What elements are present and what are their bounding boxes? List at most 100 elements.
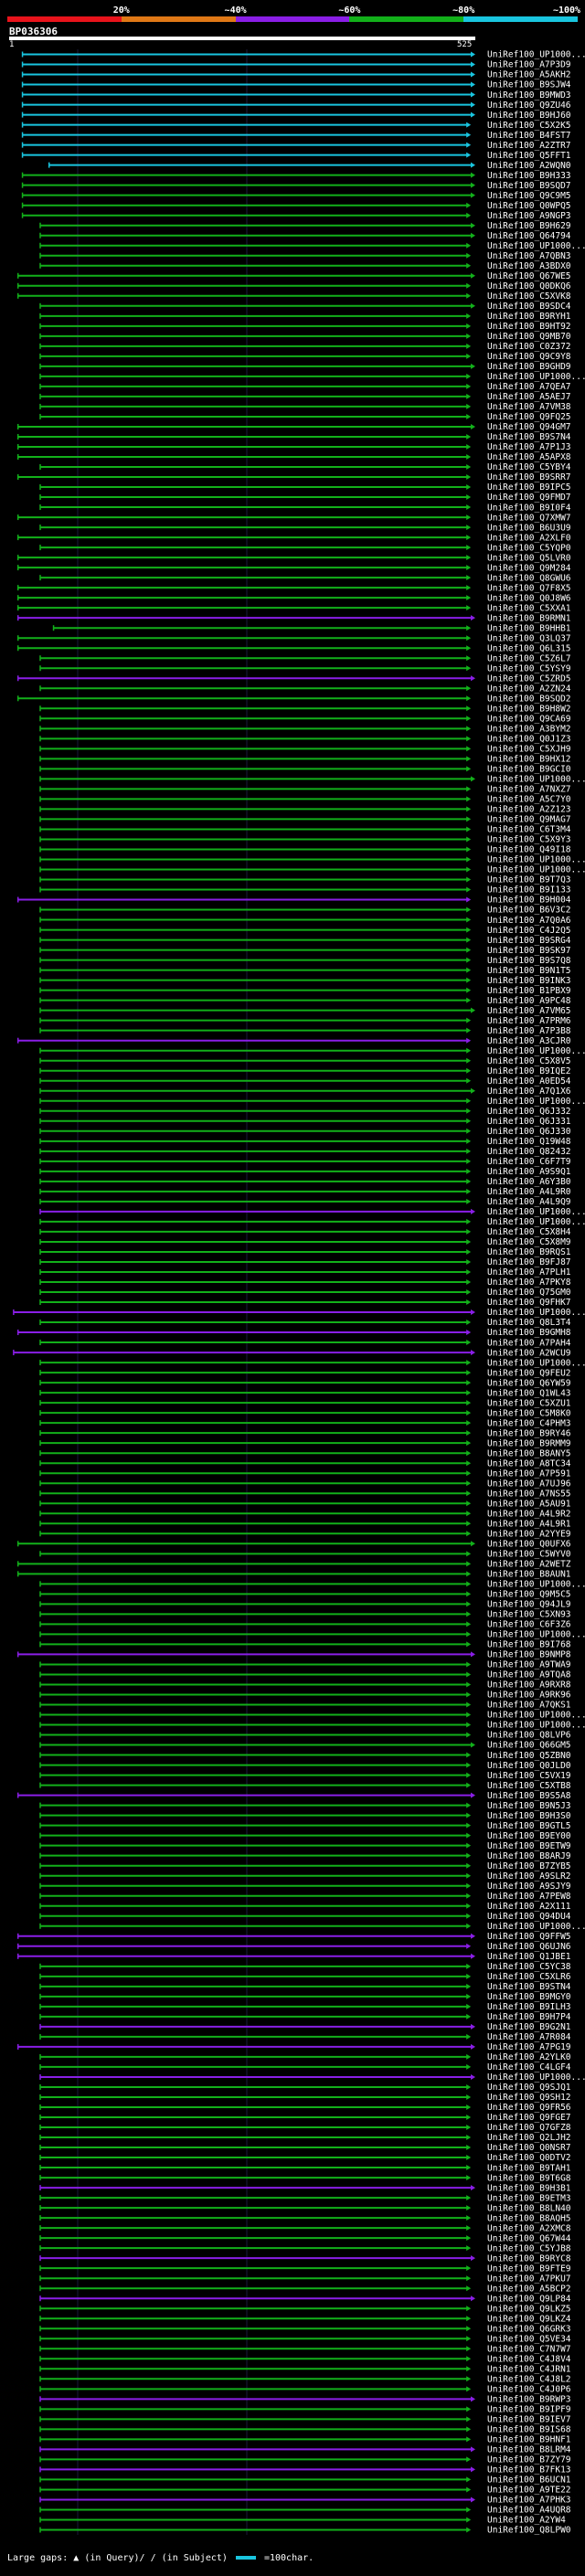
hit-row[interactable]: UniRef100_Q0NSR7 xyxy=(39,2143,571,2153)
hit-row[interactable]: UniRef100_Q66GM5 xyxy=(39,1741,571,1751)
hit-row[interactable]: UniRef100_Q49I18 xyxy=(39,845,571,855)
hit-row[interactable]: UniRef100_B9RQS1 xyxy=(39,1247,571,1257)
hit-row[interactable]: UniRef100_B4FST7 xyxy=(21,131,571,141)
hit-row[interactable]: UniRef100_B9RMM9 xyxy=(39,1438,571,1448)
hit-row[interactable]: UniRef100_Q9FGE7 xyxy=(39,2113,571,2123)
hit-label[interactable]: UniRef100_A9TQA8 xyxy=(487,1670,571,1680)
hit-label[interactable]: UniRef100_Q5ZBN0 xyxy=(487,1751,571,1761)
hit-label[interactable]: UniRef100_B4FST7 xyxy=(487,131,571,141)
hit-label[interactable]: UniRef100_UP1000... xyxy=(487,1217,585,1227)
hit-label[interactable]: UniRef100_Q0UFX6 xyxy=(487,1540,571,1550)
hit-label[interactable]: UniRef100_B9HT92 xyxy=(487,322,571,332)
hit-row[interactable]: UniRef100_B1PBX9 xyxy=(39,986,571,996)
hit-row[interactable]: UniRef100_Q19W48 xyxy=(39,1137,571,1147)
hit-row[interactable]: UniRef100_Q67WE5 xyxy=(16,271,571,281)
hit-row[interactable]: UniRef100_B9H004 xyxy=(16,896,571,906)
hit-label[interactable]: UniRef100_Q94DU4 xyxy=(487,1912,571,1922)
hit-label[interactable]: UniRef100_B8ARJ9 xyxy=(487,1851,571,1861)
hit-row[interactable]: UniRef100_B9IS68 xyxy=(39,2425,571,2435)
hit-label[interactable]: UniRef100_A5AEJ7 xyxy=(487,392,571,402)
hit-label[interactable]: UniRef100_Q6J332 xyxy=(487,1107,571,1117)
hit-label[interactable]: UniRef100_A7QEA7 xyxy=(487,382,571,392)
hit-row[interactable]: UniRef100_A3CJR0 xyxy=(16,1036,571,1046)
hit-label[interactable]: UniRef100_B9S7Q8 xyxy=(487,956,571,966)
hit-row[interactable]: UniRef100_A7NXZ7 xyxy=(39,785,571,795)
hit-label[interactable]: UniRef100_B9ETM3 xyxy=(487,2193,571,2203)
hit-label[interactable]: UniRef100_Q9SH12 xyxy=(487,2093,571,2103)
hit-row[interactable]: UniRef100_C4J0P6 xyxy=(39,2385,571,2395)
hit-row[interactable]: UniRef100_C6T3M4 xyxy=(39,825,571,835)
hit-label[interactable]: UniRef100_A0ED54 xyxy=(487,1076,571,1087)
hit-label[interactable]: UniRef100_Q9ZU46 xyxy=(487,101,571,111)
hit-label[interactable]: UniRef100_UP1000... xyxy=(487,50,585,60)
hit-row[interactable]: UniRef100_Q0WPQ5 xyxy=(21,201,571,211)
hit-row[interactable]: UniRef100_C5VX19 xyxy=(39,1771,571,1781)
hit-label[interactable]: UniRef100_Q67WE5 xyxy=(487,271,571,281)
hit-label[interactable]: UniRef100_UP1000... xyxy=(487,2072,585,2083)
hit-label[interactable]: UniRef100_A7Q0A6 xyxy=(487,916,571,926)
hit-label[interactable]: UniRef100_A5AU91 xyxy=(487,1499,571,1509)
hit-row[interactable]: UniRef100_Q9MB70 xyxy=(39,332,571,342)
hit-row[interactable]: UniRef100_A5AU91 xyxy=(39,1499,571,1509)
hit-row[interactable]: UniRef100_A7Q1X6 xyxy=(39,1087,571,1097)
hit-label[interactable]: UniRef100_A7PLH1 xyxy=(487,1267,571,1277)
hit-label[interactable]: UniRef100_C5WYV0 xyxy=(487,1550,571,1560)
hit-row[interactable]: UniRef100_B7FK13 xyxy=(39,2465,571,2475)
hit-label[interactable]: UniRef100_Q9MB70 xyxy=(487,332,571,342)
hit-label[interactable]: UniRef100_B9GMH8 xyxy=(487,1328,571,1338)
hit-label[interactable]: UniRef100_Q0NSR7 xyxy=(487,2143,571,2153)
hit-label[interactable]: UniRef100_Q75GM0 xyxy=(487,1288,571,1298)
hit-row[interactable]: UniRef100_B9G2N1 xyxy=(39,2022,571,2032)
hit-row[interactable]: UniRef100_C5XXA1 xyxy=(16,603,571,613)
hit-row[interactable]: UniRef100_B9HT92 xyxy=(39,322,571,332)
hit-row[interactable]: UniRef100_Q7F8X5 xyxy=(16,583,571,593)
hit-row[interactable]: UniRef100_B9STN4 xyxy=(39,1982,571,1992)
hit-row[interactable]: UniRef100_Q9MAG7 xyxy=(39,815,571,825)
hit-row[interactable]: UniRef100_Q9CA69 xyxy=(39,715,571,725)
hit-label[interactable]: UniRef100_Q9CA69 xyxy=(487,715,571,725)
hit-row[interactable]: UniRef100_Q1WL43 xyxy=(39,1388,571,1398)
hit-label[interactable]: UniRef100_B9S5A8 xyxy=(487,1791,571,1801)
hit-label[interactable]: UniRef100_B9MGY0 xyxy=(487,1992,571,2002)
hit-label[interactable]: UniRef100_Q9SJQ1 xyxy=(487,2083,571,2093)
hit-label[interactable]: UniRef100_Q9FQ25 xyxy=(487,412,571,422)
hit-label[interactable]: UniRef100_A3CJR0 xyxy=(487,1036,571,1046)
hit-row[interactable]: UniRef100_Q5FFT1 xyxy=(21,151,571,161)
hit-row[interactable]: UniRef100_Q9FHK7 xyxy=(39,1298,571,1308)
hit-label[interactable]: UniRef100_B9IPF9 xyxy=(487,2405,571,2415)
hit-row[interactable]: UniRef100_UP1000... xyxy=(39,1711,585,1721)
hit-row[interactable]: UniRef100_A2YW4 xyxy=(39,2516,566,2526)
hit-row[interactable]: UniRef100_A5APX8 xyxy=(16,452,571,462)
hit-label[interactable]: UniRef100_Q8LPW0 xyxy=(487,2526,571,2535)
hit-label[interactable]: UniRef100_B7FK13 xyxy=(487,2465,571,2475)
hit-label[interactable]: UniRef100_A9TE22 xyxy=(487,2486,571,2496)
hit-row[interactable]: UniRef100_B9HHB1 xyxy=(52,623,571,633)
hit-row[interactable]: UniRef100_C5YC38 xyxy=(39,1962,571,1972)
hit-label[interactable]: UniRef100_Q82432 xyxy=(487,1147,571,1157)
hit-row[interactable]: UniRef100_A2ZN24 xyxy=(39,684,571,694)
hit-row[interactable]: UniRef100_A9TE22 xyxy=(39,2486,571,2496)
hit-label[interactable]: UniRef100_A5APX8 xyxy=(487,452,571,462)
hit-row[interactable]: UniRef100_Q3LQ37 xyxy=(16,633,571,643)
hit-row[interactable]: UniRef100_A9RK96 xyxy=(39,1691,571,1701)
hit-label[interactable]: UniRef100_UP1000... xyxy=(487,1097,585,1107)
hit-row[interactable]: UniRef100_B9SQD2 xyxy=(16,694,571,704)
hit-label[interactable]: UniRef100_C5X2K5 xyxy=(487,121,571,131)
hit-label[interactable]: UniRef100_B9GCI0 xyxy=(487,765,571,775)
hit-row[interactable]: UniRef100_Q9FQ25 xyxy=(39,412,571,422)
hit-label[interactable]: UniRef100_A4L9Q9 xyxy=(487,1197,571,1207)
hit-row[interactable]: UniRef100_A9TQA8 xyxy=(39,1670,571,1680)
hit-row[interactable]: UniRef100_B9H333 xyxy=(21,171,571,181)
hit-row[interactable]: UniRef100_C5XTB8 xyxy=(39,1781,571,1791)
hit-row[interactable]: UniRef100_B8ARJ9 xyxy=(39,1851,571,1861)
hit-label[interactable]: UniRef100_B9ILH3 xyxy=(487,2002,571,2012)
hit-label[interactable]: UniRef100_B9HNF1 xyxy=(487,2435,571,2445)
hit-label[interactable]: UniRef100_C5XJH9 xyxy=(487,745,571,755)
hit-row[interactable]: UniRef100_B6V3C2 xyxy=(39,906,571,916)
hit-label[interactable]: UniRef100_A2XMC8 xyxy=(487,2223,571,2233)
hit-row[interactable]: UniRef100_B9EY00 xyxy=(39,1831,571,1841)
hit-row[interactable]: UniRef100_B8ANY5 xyxy=(39,1448,571,1458)
hit-row[interactable]: UniRef100_Q6L315 xyxy=(16,643,571,653)
hit-label[interactable]: UniRef100_A6Y3B0 xyxy=(487,1177,571,1187)
hit-label[interactable]: UniRef100_C5YQP0 xyxy=(487,543,571,553)
